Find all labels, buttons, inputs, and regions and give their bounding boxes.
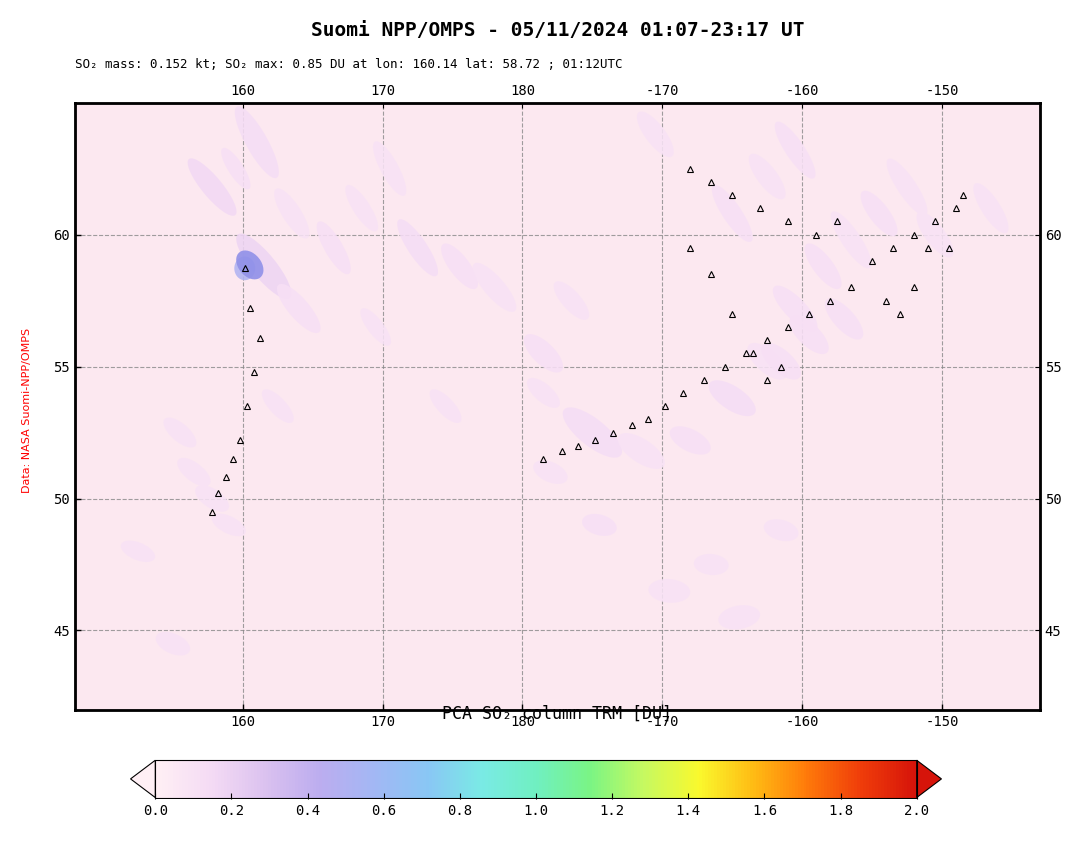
Ellipse shape: [373, 141, 406, 196]
Ellipse shape: [430, 389, 462, 423]
Ellipse shape: [761, 343, 801, 380]
Ellipse shape: [163, 417, 196, 447]
Ellipse shape: [805, 244, 842, 289]
Ellipse shape: [212, 514, 245, 536]
Text: Suomi NPP/OMPS - 05/11/2024 01:07-23:17 UT: Suomi NPP/OMPS - 05/11/2024 01:07-23:17 …: [311, 21, 804, 40]
Ellipse shape: [694, 554, 729, 575]
Ellipse shape: [617, 433, 665, 469]
Ellipse shape: [397, 219, 438, 276]
Ellipse shape: [277, 284, 321, 333]
Text: Data: NASA Suomi-NPP/OMPS: Data: NASA Suomi-NPP/OMPS: [21, 327, 32, 493]
Ellipse shape: [670, 426, 711, 455]
Ellipse shape: [316, 221, 351, 274]
Text: SO₂ mass: 0.152 kt; SO₂ max: 0.85 DU at lon: 160.14 lat: 58.72 ; 01:12UTC: SO₂ mass: 0.152 kt; SO₂ max: 0.85 DU at …: [75, 58, 623, 71]
Ellipse shape: [712, 185, 753, 242]
Ellipse shape: [773, 286, 818, 332]
Ellipse shape: [973, 183, 1009, 233]
Ellipse shape: [553, 281, 590, 320]
Text: PCA SO₂ column TRM [DU]: PCA SO₂ column TRM [DU]: [443, 705, 672, 722]
Ellipse shape: [235, 256, 255, 280]
Ellipse shape: [637, 111, 674, 157]
Ellipse shape: [473, 262, 517, 312]
Ellipse shape: [563, 407, 622, 457]
Ellipse shape: [831, 211, 872, 268]
Ellipse shape: [824, 298, 863, 339]
Ellipse shape: [177, 457, 210, 486]
Ellipse shape: [524, 334, 563, 373]
Ellipse shape: [155, 632, 190, 656]
Ellipse shape: [345, 185, 378, 232]
Ellipse shape: [861, 191, 897, 236]
Ellipse shape: [360, 308, 391, 345]
Ellipse shape: [887, 158, 927, 215]
Ellipse shape: [917, 212, 953, 257]
Ellipse shape: [527, 378, 560, 408]
Ellipse shape: [582, 514, 616, 536]
Ellipse shape: [236, 233, 292, 299]
Ellipse shape: [274, 188, 310, 239]
Ellipse shape: [121, 540, 155, 562]
Ellipse shape: [789, 315, 829, 354]
Ellipse shape: [718, 605, 760, 629]
Polygon shape: [131, 760, 155, 798]
Ellipse shape: [188, 158, 237, 215]
Ellipse shape: [747, 343, 787, 380]
Ellipse shape: [748, 154, 786, 199]
Ellipse shape: [533, 460, 568, 484]
Polygon shape: [917, 760, 941, 798]
Ellipse shape: [221, 148, 251, 190]
Ellipse shape: [709, 380, 756, 416]
Ellipse shape: [775, 121, 816, 179]
Ellipse shape: [236, 251, 264, 280]
Ellipse shape: [441, 244, 478, 289]
Ellipse shape: [649, 579, 690, 603]
Ellipse shape: [262, 389, 294, 423]
Ellipse shape: [763, 519, 799, 541]
Ellipse shape: [195, 485, 229, 512]
Ellipse shape: [235, 106, 279, 178]
